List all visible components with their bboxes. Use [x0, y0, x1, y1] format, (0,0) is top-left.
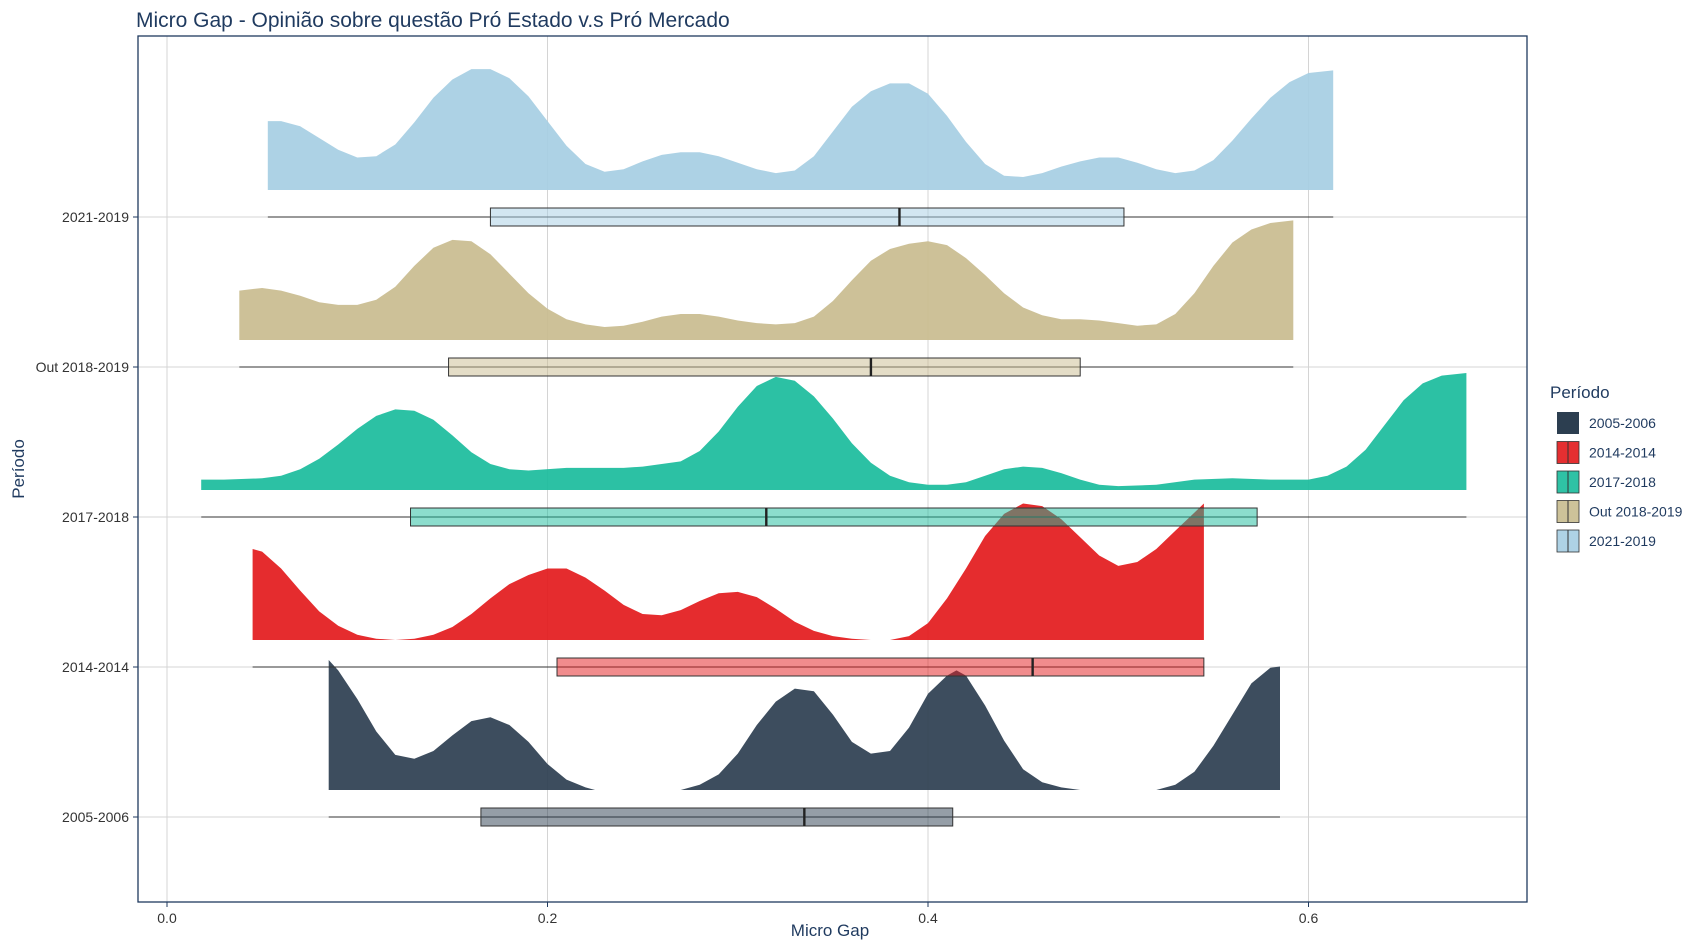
- density-2014-2014: [252, 503, 1204, 640]
- boxplot-2014-2014: [252, 657, 1205, 677]
- boxplot-2017-2018: [201, 507, 1467, 527]
- y-tick-label: 2014-2014: [62, 659, 129, 675]
- legend-label: 2014-2014: [1589, 445, 1656, 461]
- legend-item: 2014-2014: [1556, 441, 1656, 464]
- y-tick-label: 2021-2019: [62, 209, 129, 225]
- density-2005-2006: [328, 660, 1280, 790]
- density-out-2018-2019: [239, 220, 1294, 340]
- y-tick-label: Out 2018-2019: [36, 359, 130, 375]
- boxplot-box: [480, 807, 954, 827]
- y-tick-label: 2005-2006: [62, 809, 129, 825]
- legend-item: 2021-2019: [1556, 529, 1656, 553]
- boxplot-box: [410, 507, 1258, 527]
- legend-title: Período: [1550, 383, 1610, 402]
- boxplot-2005-2006: [328, 807, 1280, 827]
- x-axis-title: Micro Gap: [791, 921, 869, 940]
- y-axis-title: Período: [9, 439, 28, 499]
- x-tick-label: 0.2: [538, 910, 558, 926]
- panel-border: [137, 35, 1528, 903]
- legend: Período 2005-2006 2014-2014 2017-2018 Out 2…: [1550, 383, 1683, 553]
- legend-label: 2017-2018: [1589, 474, 1656, 490]
- density-ridges: [201, 69, 1467, 790]
- x-axis-ticks: 0.0 0.2 0.4 0.6: [157, 902, 1318, 926]
- legend-item: 2005-2006: [1557, 412, 1656, 434]
- legend-swatch: [1557, 412, 1579, 434]
- boxplot-box: [448, 357, 1081, 377]
- x-tick-label: 0.4: [918, 910, 938, 926]
- legend-label: 2005-2006: [1589, 415, 1656, 431]
- density-2017-2018: [201, 373, 1467, 490]
- boxplot-box: [489, 207, 1125, 227]
- boxplot-box: [556, 657, 1205, 677]
- y-axis-ticks: 2005-2006 2014-2014 2017-2018 Out 2018-2019…: [36, 209, 138, 825]
- density-2021-2019: [267, 69, 1334, 190]
- y-tick-label: 2017-2018: [62, 509, 129, 525]
- x-tick-label: 0.0: [157, 910, 177, 926]
- legend-item: Out 2018-2019: [1556, 500, 1683, 523]
- legend-label: 2021-2019: [1589, 533, 1656, 549]
- chart-title: Micro Gap - Opinião sobre questão Pró Es…: [136, 9, 730, 32]
- x-tick-label: 0.6: [1299, 910, 1319, 926]
- boxplot-2021-2019: [267, 207, 1334, 227]
- boxplots: [201, 207, 1467, 827]
- boxplot-out-2018-2019: [239, 357, 1294, 377]
- legend-label: Out 2018-2019: [1589, 504, 1683, 520]
- legend-item: 2017-2018: [1556, 470, 1656, 494]
